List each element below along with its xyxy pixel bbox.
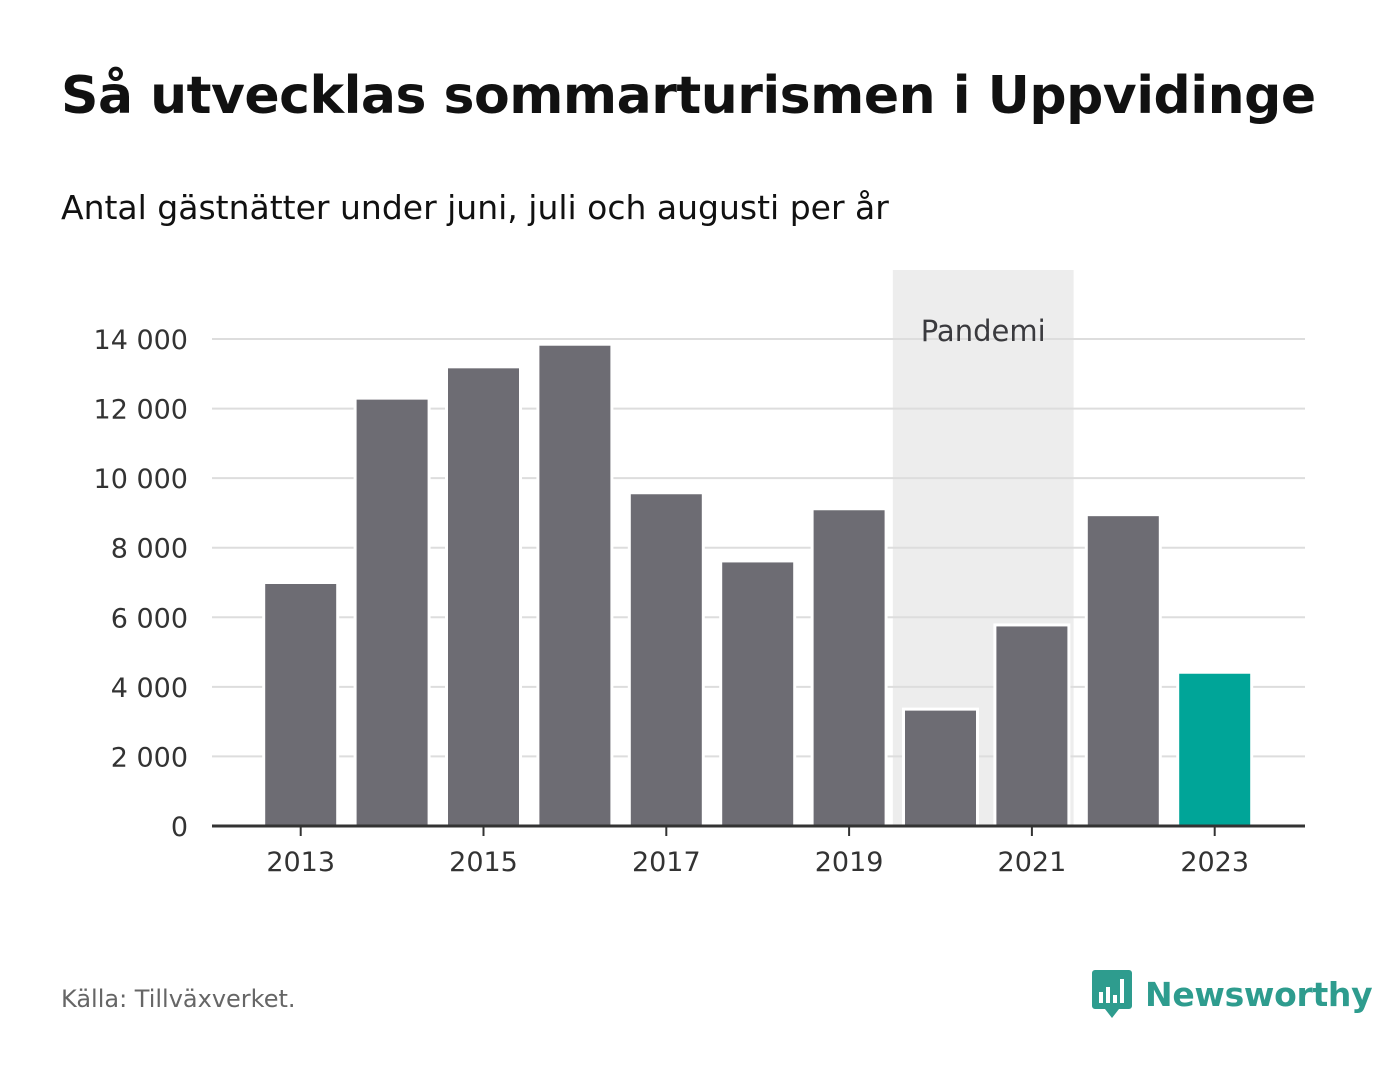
x-tick-label: 2015 [449, 847, 518, 878]
y-tick-label: 2 000 [111, 742, 188, 773]
y-tick-label: 14 000 [94, 325, 188, 356]
bar-2020 [902, 707, 979, 828]
y-tick-label: 10 000 [94, 464, 188, 495]
newsworthy-logo-icon [1092, 970, 1132, 1018]
bar-2016 [536, 342, 614, 828]
label-layer: Pandemi 0 2 000 4 000 6 000 8 000 10 000 12 000… [94, 314, 1250, 878]
pandemic-annotation-label: Pandemi [921, 314, 1046, 348]
bar-2023 [1176, 670, 1254, 828]
brand-logo-group: Newsworthy [1091, 968, 1373, 1020]
bar-2017 [627, 491, 705, 828]
x-tick-label: 2019 [815, 847, 884, 878]
chart-subtitle: Antal gästnätter under juni, juli och au… [61, 188, 889, 227]
bar-2014 [353, 396, 431, 828]
bar-layer [262, 342, 1254, 828]
y-tick-label: 0 [171, 812, 188, 843]
y-tick-label: 4 000 [111, 673, 188, 704]
bar-2013 [262, 581, 340, 828]
bar-2018 [719, 559, 797, 828]
axis-layer [212, 824, 1305, 836]
bar-2021 [993, 623, 1071, 828]
x-tick-label: 2017 [632, 847, 701, 878]
y-tick-label: 12 000 [94, 395, 188, 426]
y-tick-label: 6 000 [111, 603, 188, 634]
y-tick-label: 8 000 [111, 534, 188, 565]
x-tick-label: 2021 [998, 847, 1067, 878]
bar-chart: Pandemi 0 2 000 4 000 6 000 8 000 10 000 12 000… [94, 270, 1305, 878]
x-tick-label: 2023 [1180, 847, 1249, 878]
source-note: Källa: Tillväxverket. [61, 985, 296, 1013]
bar-2015 [445, 365, 522, 828]
x-tick-label: 2013 [266, 847, 335, 878]
bar-2022 [1084, 513, 1162, 828]
bar-2019 [810, 507, 888, 828]
brand-name: Newsworthy [1145, 974, 1373, 1014]
chart-title: Så utvecklas sommarturismen i Uppvidinge [61, 66, 1316, 126]
